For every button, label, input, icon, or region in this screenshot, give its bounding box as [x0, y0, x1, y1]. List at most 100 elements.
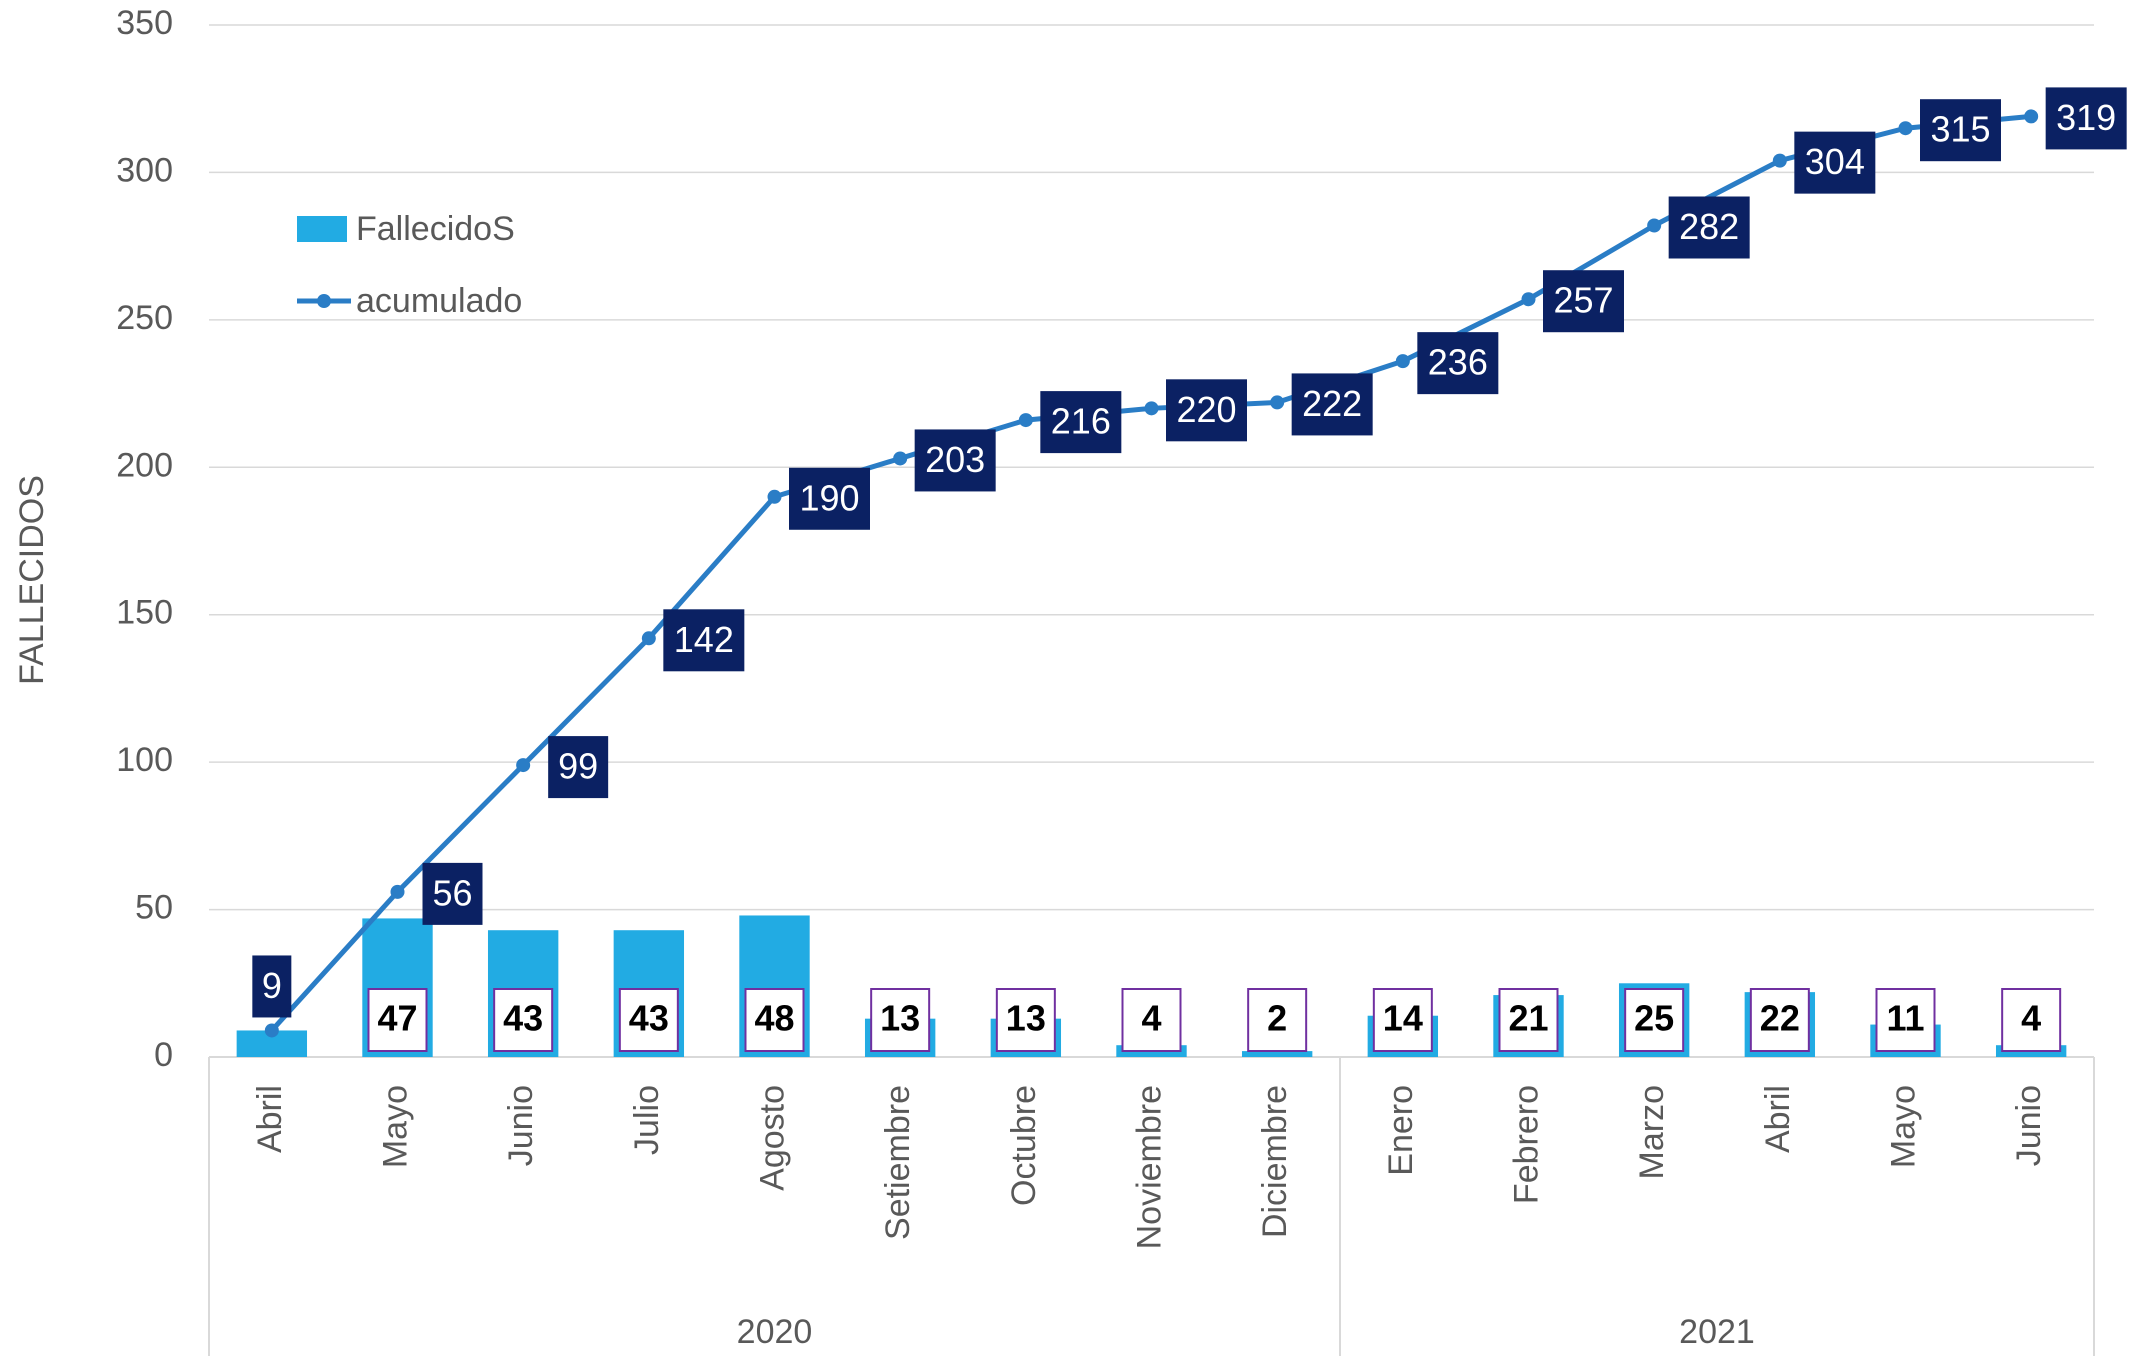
data-label: 43	[629, 998, 669, 1039]
line-point	[1144, 401, 1159, 416]
x-tick-label: Noviembre	[1130, 1085, 1168, 1249]
data-label: 43	[503, 998, 543, 1039]
data-label-box	[789, 467, 870, 530]
data-label-box	[1372, 988, 1433, 1052]
line-point	[1270, 395, 1285, 410]
data-label-box	[870, 988, 931, 1052]
data-label: 190	[799, 477, 859, 518]
line-point	[1647, 218, 1662, 233]
line-point	[1898, 121, 1913, 136]
x-tick-label: Abril	[1759, 1085, 1797, 1153]
data-label: 236	[1428, 342, 1488, 383]
line	[269, 113, 2032, 1033]
legend-label: FallecidoS	[356, 210, 515, 248]
data-label-box	[548, 736, 609, 799]
data-label: 13	[880, 998, 920, 1039]
data-label: 56	[432, 872, 472, 913]
data-label-box	[1624, 988, 1685, 1052]
data-label: 315	[1930, 109, 1990, 150]
line-point	[1521, 292, 1536, 307]
data-label: 142	[674, 619, 734, 660]
x-tick-label: Setiembre	[879, 1085, 917, 1240]
data-label: 2	[1267, 998, 1287, 1039]
data-label: 48	[754, 998, 794, 1039]
data-label: 13	[1006, 998, 1046, 1039]
data-label: 257	[1553, 280, 1613, 321]
x-tick-label: Diciembre	[1256, 1085, 1294, 1238]
data-label: 14	[1383, 998, 1423, 1039]
y-tick-label: 50	[135, 889, 173, 927]
data-label: 304	[1805, 141, 1865, 182]
data-label: 216	[1051, 401, 1111, 442]
data-label: 99	[558, 746, 598, 787]
y-tick-label: 150	[116, 594, 173, 632]
data-label-box	[1920, 99, 2001, 162]
y-tick-label: 350	[116, 4, 173, 42]
data-label-box	[914, 429, 996, 492]
x-tick-label: Enero	[1382, 1085, 1420, 1176]
y-tick-label: 250	[116, 299, 173, 337]
y-tick-label: 200	[116, 446, 173, 484]
y-tick-label: 0	[154, 1036, 173, 1074]
x-tick-label: Octubre	[1005, 1085, 1043, 1206]
data-label: 4	[1141, 998, 1161, 1039]
line-point	[390, 884, 405, 899]
legend-label: acumulado	[356, 282, 522, 320]
x-tick-label: Julio	[628, 1085, 666, 1155]
data-label: 203	[925, 439, 985, 480]
data-label: 222	[1302, 383, 1362, 424]
line-point	[2024, 109, 2039, 124]
x-tick-label: Junio	[2010, 1085, 2048, 1166]
x-tick-label: Febrero	[1507, 1085, 1545, 1204]
data-label-box	[1749, 988, 1810, 1052]
data-label-box	[1291, 373, 1373, 436]
data-label-box	[2001, 988, 2062, 1052]
data-label: 9	[262, 965, 282, 1006]
x-tick-label: Junio	[502, 1085, 540, 1166]
x-tick-label: Mayo	[376, 1085, 414, 1168]
y-axis-label: FALLECIDOS	[13, 475, 51, 685]
group-label: 2020	[737, 1313, 813, 1351]
x-tick-label: Abril	[251, 1085, 289, 1153]
line-point	[893, 451, 908, 466]
line-point	[1018, 413, 1033, 428]
x-tick-label: Marzo	[1633, 1085, 1671, 1179]
y-tick-label: 300	[116, 151, 173, 189]
data-label-box	[1875, 988, 1936, 1052]
data-label: 220	[1176, 389, 1236, 430]
legend-swatch	[317, 294, 331, 308]
x-tick-label: Agosto	[753, 1085, 791, 1191]
data-label-box	[1417, 332, 1499, 395]
bar	[1241, 1051, 1313, 1057]
data-label-box	[1121, 988, 1182, 1052]
line-point	[1772, 153, 1787, 168]
data-label-box	[422, 862, 483, 925]
data-label: 22	[1760, 998, 1800, 1039]
data-label-box	[744, 988, 805, 1052]
data-label-box	[1040, 391, 1122, 454]
data-label: 319	[2056, 97, 2116, 138]
data-label-box	[1166, 379, 1247, 442]
data-label-box	[1498, 988, 1559, 1052]
data-label: 11	[1886, 998, 1924, 1039]
line-point	[264, 1023, 279, 1038]
legend-swatch	[297, 216, 347, 242]
data-label-box	[252, 955, 292, 1018]
data-label: 47	[377, 998, 417, 1039]
data-label: 282	[1679, 206, 1739, 247]
data-label-box	[493, 988, 554, 1052]
line-point	[516, 758, 531, 773]
data-label-box	[1543, 270, 1624, 333]
data-label-box	[1668, 196, 1750, 259]
data-label-box	[1794, 131, 1876, 194]
data-label-box	[1247, 988, 1308, 1052]
data-label: 25	[1634, 998, 1674, 1039]
line-point	[767, 489, 782, 504]
data-label-box	[663, 609, 745, 672]
data-label-box	[618, 988, 679, 1052]
y-tick-label: 100	[116, 741, 173, 779]
data-label-box	[367, 988, 428, 1052]
line-point	[1395, 354, 1410, 369]
data-label-box	[2045, 87, 2127, 150]
